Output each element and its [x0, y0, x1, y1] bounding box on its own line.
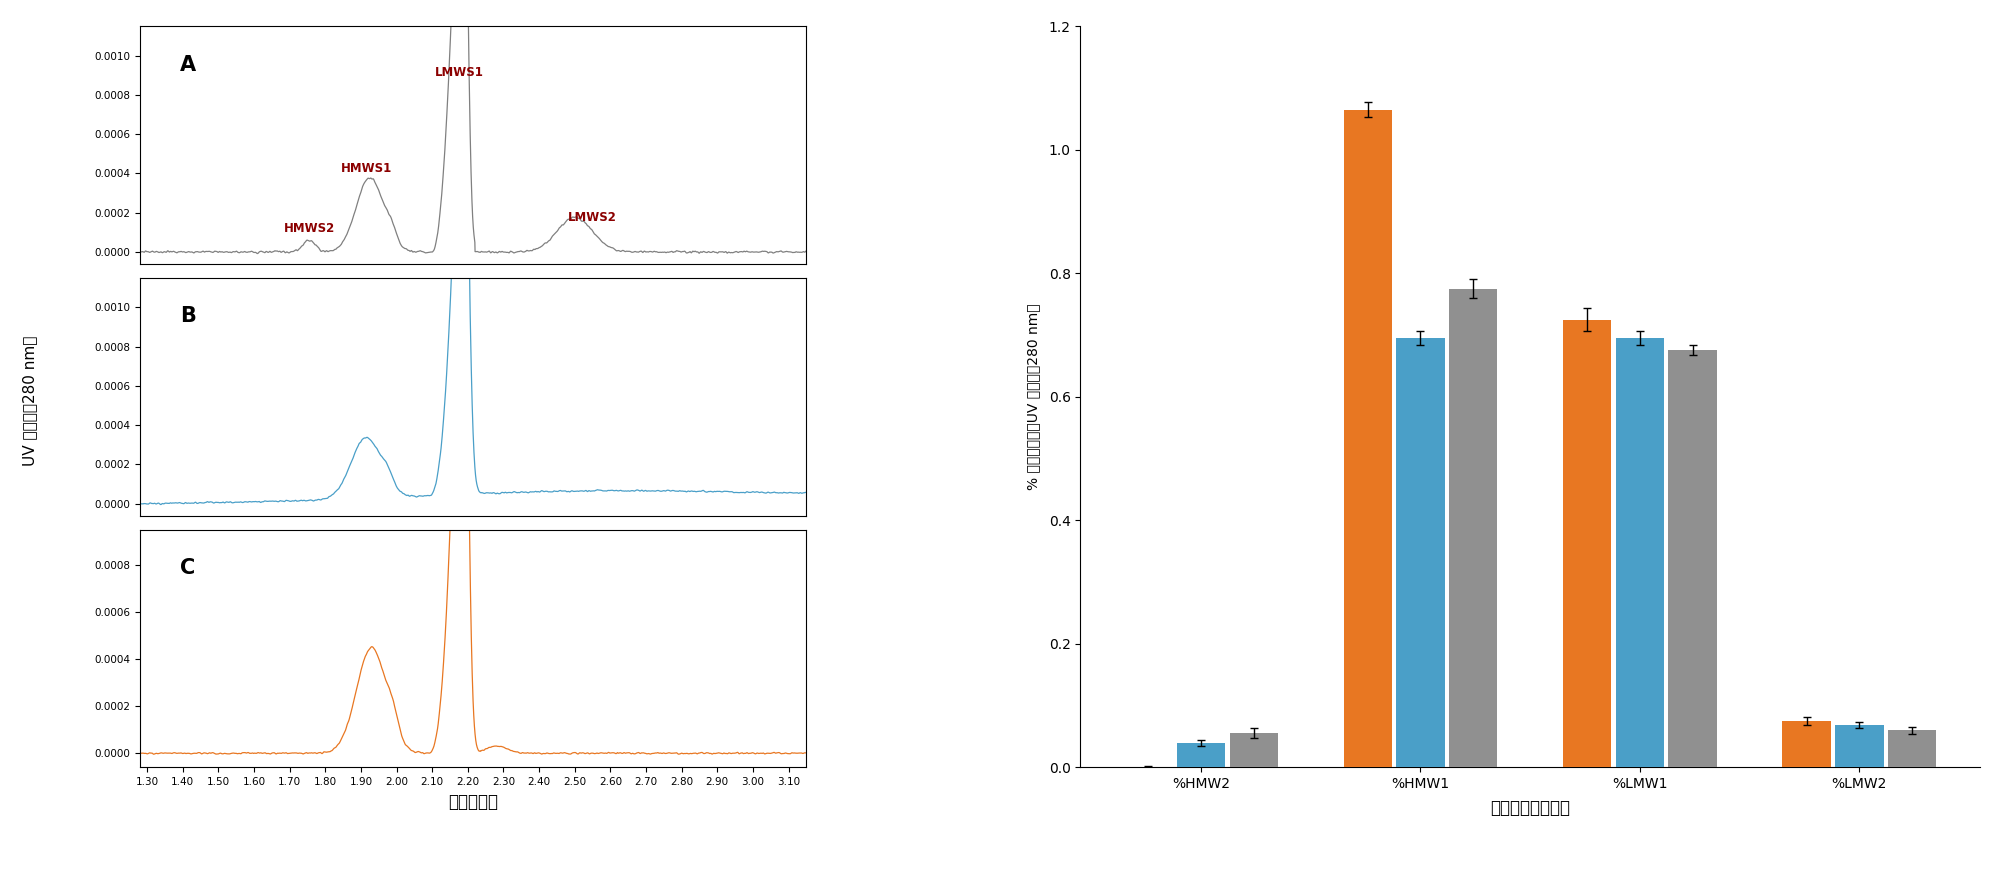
Bar [1668, 351, 1716, 767]
Bar [1564, 319, 1612, 767]
Text: C: C [180, 558, 196, 578]
Text: HMWS1: HMWS1 [340, 162, 392, 175]
Text: LMWS2: LMWS2 [568, 211, 616, 224]
Bar [1616, 338, 1664, 767]
Bar [1448, 289, 1498, 767]
Bar [1782, 721, 1830, 767]
Text: UV 吸光度（280 nm）: UV 吸光度（280 nm） [22, 336, 38, 467]
Text: B: B [180, 306, 196, 326]
Bar [1836, 726, 1884, 767]
X-axis label: サイズバリアント: サイズバリアント [1490, 800, 1570, 817]
Text: HMWS2: HMWS2 [284, 222, 334, 235]
X-axis label: 時間（分）: 時間（分） [448, 793, 498, 811]
Bar [1888, 730, 1936, 767]
Bar [1230, 733, 1278, 767]
Y-axis label: % ピーク面積（UV 吸光度、280 nm）: % ピーク面積（UV 吸光度、280 nm） [1026, 303, 1040, 490]
Bar [1396, 338, 1444, 767]
Text: A: A [180, 55, 196, 75]
Bar [1176, 743, 1226, 767]
Bar [1344, 110, 1392, 767]
Text: LMWS1: LMWS1 [434, 66, 484, 79]
